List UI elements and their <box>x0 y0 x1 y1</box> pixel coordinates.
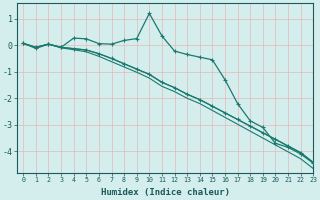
X-axis label: Humidex (Indice chaleur): Humidex (Indice chaleur) <box>100 188 229 197</box>
